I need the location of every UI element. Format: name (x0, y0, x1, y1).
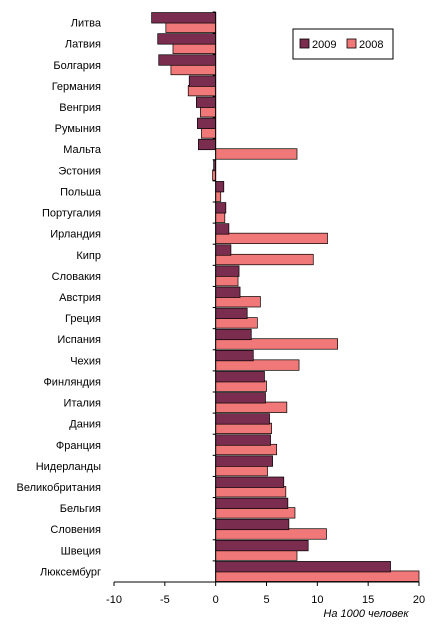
category-label: Нидерланды (36, 461, 101, 473)
bar-2009-10 (215, 202, 227, 214)
bar-2008-16 (215, 338, 339, 350)
bar-2008-2 (172, 42, 217, 55)
category-label: Эстония (58, 165, 101, 177)
bar-2009-20 (215, 413, 270, 425)
legend-label-2008: 2008 (359, 39, 383, 51)
category-label: Италия (64, 398, 102, 410)
bar-2009-15 (215, 307, 248, 319)
bar-2008-19 (215, 401, 288, 413)
category-label: Ирландия (50, 229, 101, 241)
bar-2008-7 (215, 148, 298, 160)
category-label: Мальта (63, 144, 102, 156)
bar-2009-6 (197, 117, 217, 129)
bar-2008-4 (187, 85, 217, 97)
bar-2008-25 (215, 528, 327, 540)
bar-2009-12 (215, 244, 232, 256)
bar-2008-10 (215, 211, 226, 223)
bar-2009-19 (215, 392, 266, 404)
bar-2009-21 (215, 434, 271, 446)
bar-2009-23 (215, 476, 285, 488)
category-label: Чехия (70, 355, 101, 367)
bar-2009-5 (196, 96, 217, 108)
category-label: Польша (60, 186, 102, 198)
legend-swatch-2008 (346, 38, 357, 49)
bar-2009-26 (215, 539, 309, 552)
bar-2008-20 (215, 422, 272, 435)
category-label: Литва (71, 18, 102, 30)
x-tick-label: 10 (311, 594, 323, 606)
bar-2008-17 (215, 359, 300, 371)
category-label: Великобритания (17, 482, 102, 494)
category-label: Словакия (52, 271, 101, 283)
bar-2009-9 (215, 181, 225, 193)
x-tick-label: -10 (106, 594, 122, 606)
bar-2008-21 (215, 443, 278, 456)
category-label: Бельгия (60, 503, 101, 515)
bar-2008-14 (215, 296, 261, 308)
category-label: Дания (69, 419, 101, 431)
bar-2008-22 (215, 465, 268, 477)
bar-2008-3 (170, 63, 217, 76)
bar-2008-6 (201, 127, 217, 139)
category-label: Болгария (53, 60, 101, 72)
bar-2009-11 (215, 223, 230, 235)
category-labels: Литва Латвия Болгария Германия Венгрия Румыни… (17, 11, 216, 578)
x-tick-labels: -10 -5 0 5 10 15 20 (106, 582, 425, 606)
category-label: Испания (57, 334, 101, 346)
category-label: Австрия (59, 292, 101, 304)
bars-layer (151, 12, 420, 582)
x-axis-label: На 1000 человек (323, 608, 409, 620)
category-label: Венгрия (59, 102, 101, 114)
legend: 2009 2008 (292, 28, 394, 60)
legend-label-2009: 2009 (312, 39, 336, 51)
bar-2008-1 (165, 21, 217, 33)
bar-2008-13 (215, 275, 239, 287)
legend-swatch-2009 (299, 38, 310, 49)
bar-2009-13 (215, 265, 240, 277)
bar-2009-25 (215, 518, 290, 531)
bar-2008-15 (215, 317, 258, 329)
bar-2009-7 (198, 138, 217, 151)
bar-2008-12 (215, 253, 314, 266)
bar-2008-24 (215, 507, 296, 519)
bar-2009-17 (215, 349, 254, 362)
x-tick-label: 15 (362, 594, 374, 606)
category-label: Португалия (42, 208, 101, 220)
bar-2008-26 (215, 549, 298, 561)
bar-2009-3 (158, 54, 217, 66)
category-label: Кипр (76, 250, 101, 262)
category-label: Люксембург (40, 566, 101, 578)
bar-2008-18 (215, 380, 267, 392)
category-label: Германия (52, 81, 101, 93)
bar-2009-27 (215, 561, 391, 573)
bar-2008-27 (215, 570, 420, 582)
bar-2008-23 (215, 486, 287, 498)
category-label: Франция (56, 440, 101, 452)
x-tick-label: -5 (160, 594, 170, 606)
category-label: Латвия (65, 39, 101, 51)
category-label: Швеция (61, 545, 101, 557)
category-label: Греция (65, 313, 101, 325)
bar-2009-22 (215, 455, 273, 467)
bar-2008-5 (200, 106, 217, 118)
x-tick-label: 20 (413, 594, 425, 606)
x-tick-label: 5 (263, 594, 269, 606)
bar-2008-11 (215, 232, 328, 245)
bar-2009-14 (215, 286, 241, 298)
bar-2009-16 (215, 328, 252, 341)
category-label: Финляндия (43, 376, 101, 388)
bar-2009-18 (215, 371, 265, 383)
bar-2009-24 (215, 497, 289, 509)
category-label: Румыния (55, 123, 101, 135)
x-tick-label: 0 (213, 594, 219, 606)
legend-box (292, 28, 394, 60)
bar-2009-4 (188, 75, 217, 87)
category-label: Словения (50, 524, 101, 536)
bar-2009-2 (157, 33, 217, 45)
bar-2009-1 (151, 12, 217, 24)
bar-2008-9 (215, 190, 222, 202)
